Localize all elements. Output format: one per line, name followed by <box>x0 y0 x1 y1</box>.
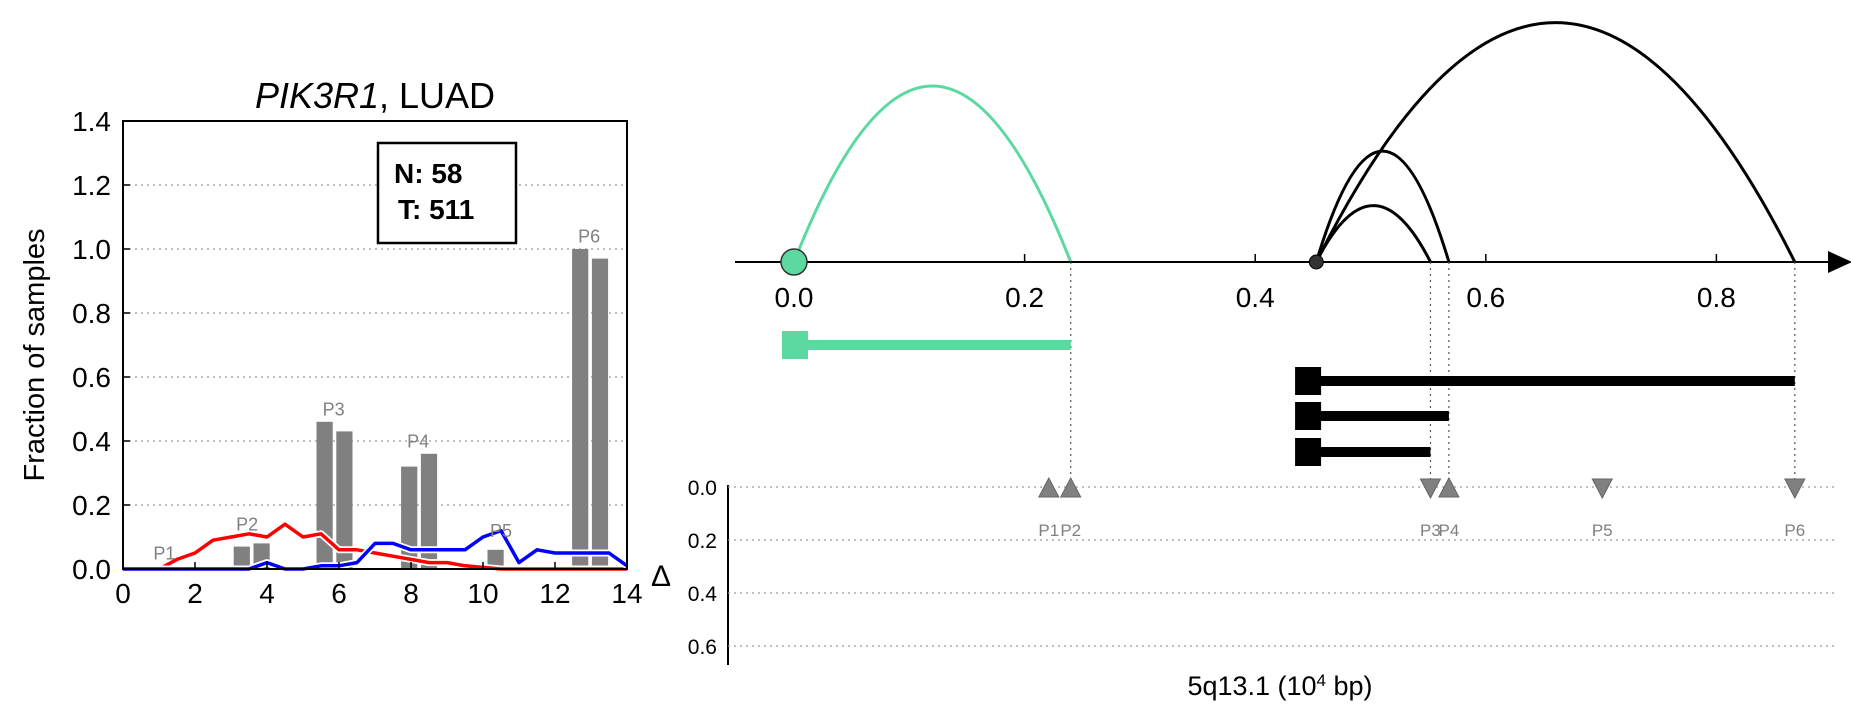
tumor-count-label: T: 511 <box>398 194 474 225</box>
bar-label: P6 <box>578 227 600 247</box>
sample-count-box: N: 58 T: 511 <box>376 141 518 245</box>
y-tick-label: 1.0 <box>72 234 111 265</box>
bar <box>487 549 504 569</box>
bar <box>572 249 589 569</box>
delta-label: P2 <box>1060 521 1081 540</box>
y-tick-label: 0.2 <box>72 490 111 521</box>
x-tick-label: 6 <box>331 578 347 609</box>
x-tick-label: 10 <box>467 578 498 609</box>
genome-tick-label: 0.0 <box>775 282 814 313</box>
transcript-start-block <box>782 331 808 359</box>
y-tick-label: 0.8 <box>72 298 111 329</box>
x-tick-label: 2 <box>187 578 203 609</box>
genome-axis-label: 5q13.1 (104 bp) <box>1187 671 1372 702</box>
y-tick-labels: 0.0 0.2 0.4 0.6 0.8 1.0 1.2 1.4 <box>72 106 130 585</box>
normal-count-label: N: 58 <box>394 158 462 189</box>
delta-tick-label: 0.6 <box>688 636 717 659</box>
transcript-start-block <box>1295 438 1322 466</box>
line-series <box>123 520 630 573</box>
bar-label: P1 <box>153 543 175 563</box>
delta-label: P5 <box>1592 521 1613 540</box>
delta-triangle <box>1783 478 1806 500</box>
bar <box>401 466 418 569</box>
delta-tick-label: 0.0 <box>688 477 717 500</box>
vertical-guides <box>1070 262 1796 487</box>
x-tick-labels: 0 2 4 6 8 10 12 14 <box>115 562 643 609</box>
splice-arcs <box>792 21 1797 263</box>
fraction-chart: P1 P2 P3 P4 P5 P6 0 2 4 6 8 10 12 14 0.0 0.2 0.4 0.6 0.8… <box>19 75 643 609</box>
transcripts <box>782 331 1795 466</box>
x-tick-label: 12 <box>539 578 570 609</box>
bar-label: P3 <box>323 399 345 419</box>
bar-label: P2 <box>236 515 258 535</box>
genome-tick-label: 0.4 <box>1236 282 1275 313</box>
bar-series <box>233 249 609 569</box>
bar <box>316 421 333 569</box>
genome-tick-labels: 0.0 0.2 0.4 0.6 0.8 <box>775 254 1736 313</box>
transcript-start-block <box>1295 402 1322 430</box>
delta-label: P4 <box>1439 521 1460 540</box>
delta-label: P1 <box>1038 521 1059 540</box>
bar <box>233 546 250 569</box>
bar <box>336 431 353 569</box>
y-tick-label: 0.4 <box>72 426 111 457</box>
delta-triangle <box>1419 478 1442 500</box>
arc <box>792 84 1073 263</box>
delta-triangle <box>1059 476 1082 498</box>
genome-tick-label: 0.6 <box>1466 282 1505 313</box>
bar-label: P4 <box>407 431 429 451</box>
y-tick-label: 0.0 <box>72 554 111 585</box>
delta-axis-label: Δ <box>651 560 671 593</box>
bar <box>420 453 438 569</box>
horizontal-gridlines <box>123 184 627 506</box>
x-tick-label: 0 <box>115 578 131 609</box>
bar-label: P5 <box>490 521 512 541</box>
y-tick-label: 0.6 <box>72 362 111 393</box>
plot-frame <box>122 120 628 570</box>
x-tick-label: 14 <box>611 578 642 609</box>
axis-arrowhead <box>1828 251 1851 273</box>
delta-triangle <box>1037 476 1060 498</box>
bar-labels: P1 P2 P3 P4 P5 P6 <box>153 227 600 564</box>
y-axis-label: Fraction of samples <box>19 228 51 481</box>
delta-tick-label: 0.4 <box>688 583 718 606</box>
x-tick-label: 4 <box>259 578 275 609</box>
genome-tick-label: 0.8 <box>1697 282 1736 313</box>
green-start-marker <box>780 248 808 276</box>
delta-tick-label: 0.2 <box>688 530 717 553</box>
y-tick-label: 1.2 <box>72 170 111 201</box>
black-start-marker <box>1308 254 1324 270</box>
arc <box>1314 149 1451 263</box>
bar <box>591 258 609 569</box>
transcript-start-block <box>1295 367 1322 395</box>
delta-label: P6 <box>1784 521 1805 540</box>
delta-triangle <box>1591 478 1614 500</box>
chart-title: PIK3R1, LUAD <box>255 75 495 116</box>
y-tick-label: 1.4 <box>72 106 111 137</box>
x-tick-label: 8 <box>403 578 419 609</box>
delta-triangle <box>1438 476 1460 498</box>
arc <box>1314 21 1797 263</box>
delta-label: P3 <box>1420 521 1441 540</box>
genome-tick-label: 0.2 <box>1005 282 1044 313</box>
